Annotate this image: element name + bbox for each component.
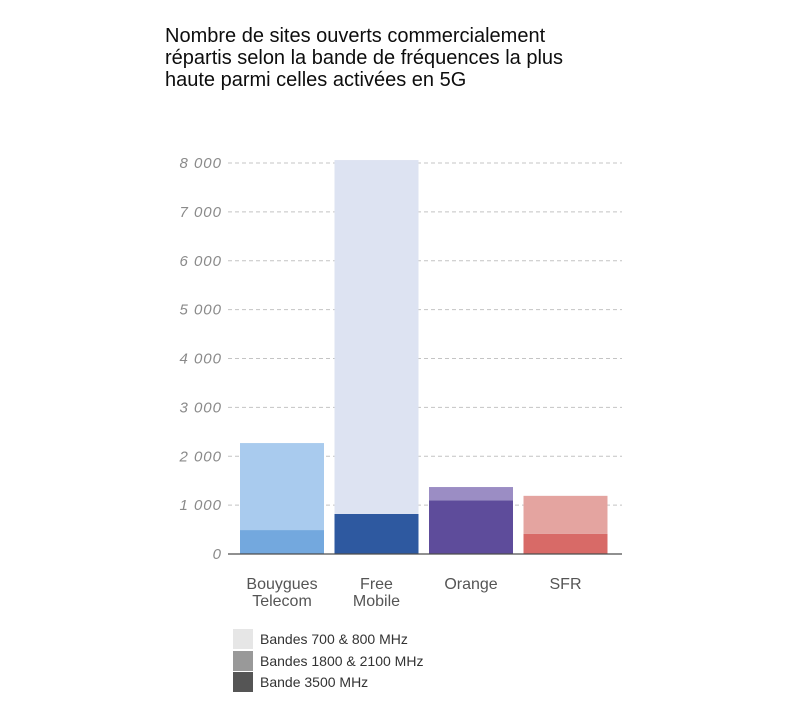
y-tick-label: 0 <box>213 546 222 563</box>
bar-free-mobile-bandes-700-and-800-mhz <box>334 160 419 514</box>
bar-bouygues-telecom-bande-3500-mhz <box>240 530 324 554</box>
bar-sfr-bandes-1800-and-2100-mhz <box>523 495 608 534</box>
legend-item: Bandes 700 & 800 MHz <box>233 629 408 649</box>
bar-free-mobile-bande-3500-mhz <box>334 513 419 554</box>
bar-orange-bande-3500-mhz <box>429 500 513 554</box>
y-tick-label: 7 000 <box>179 204 222 221</box>
y-axis-labels: 0 1 000 2 000 3 000 4 000 5 000 6 000 7 000 8 00… <box>178 155 222 563</box>
legend-swatch <box>233 629 253 649</box>
x-tick-label: Orange <box>444 576 498 593</box>
y-tick-label: 8 000 <box>179 155 222 172</box>
x-tick-label: Bouygues Telecom <box>246 576 318 610</box>
bar-sfr-bande-3500-mhz <box>523 533 608 554</box>
x-tick-label: Free Mobile <box>352 576 401 610</box>
bars <box>240 160 608 554</box>
legend-swatch <box>233 650 253 671</box>
legend-swatch <box>233 672 253 692</box>
y-tick-label: 5 000 <box>179 302 222 319</box>
chart-title: Nombre de sites ouverts commercialement … <box>165 25 564 91</box>
legend-label: Bande 3500 MHz <box>260 674 369 690</box>
legend-label: Bandes 1800 & 2100 MHz <box>260 652 424 669</box>
y-tick-label: 2 000 <box>178 448 222 465</box>
y-tick-label: 3 000 <box>179 399 222 416</box>
bar-bouygues-telecom-bandes-1800-and-2100-mhz <box>240 443 324 531</box>
x-tick-label: SFR <box>549 576 582 593</box>
y-tick-label: 6 000 <box>179 253 222 270</box>
y-tick-label: 1 000 <box>179 497 222 514</box>
legend-label: Bandes 700 & 800 MHz <box>260 631 408 647</box>
legend-item: Bandes 1800 & 2100 MHz <box>233 650 424 671</box>
legend-item: Bande 3500 MHz <box>233 672 368 692</box>
bar-orange-bandes-1800-and-2100-mhz <box>429 487 513 501</box>
y-tick-label: 4 000 <box>179 351 222 368</box>
